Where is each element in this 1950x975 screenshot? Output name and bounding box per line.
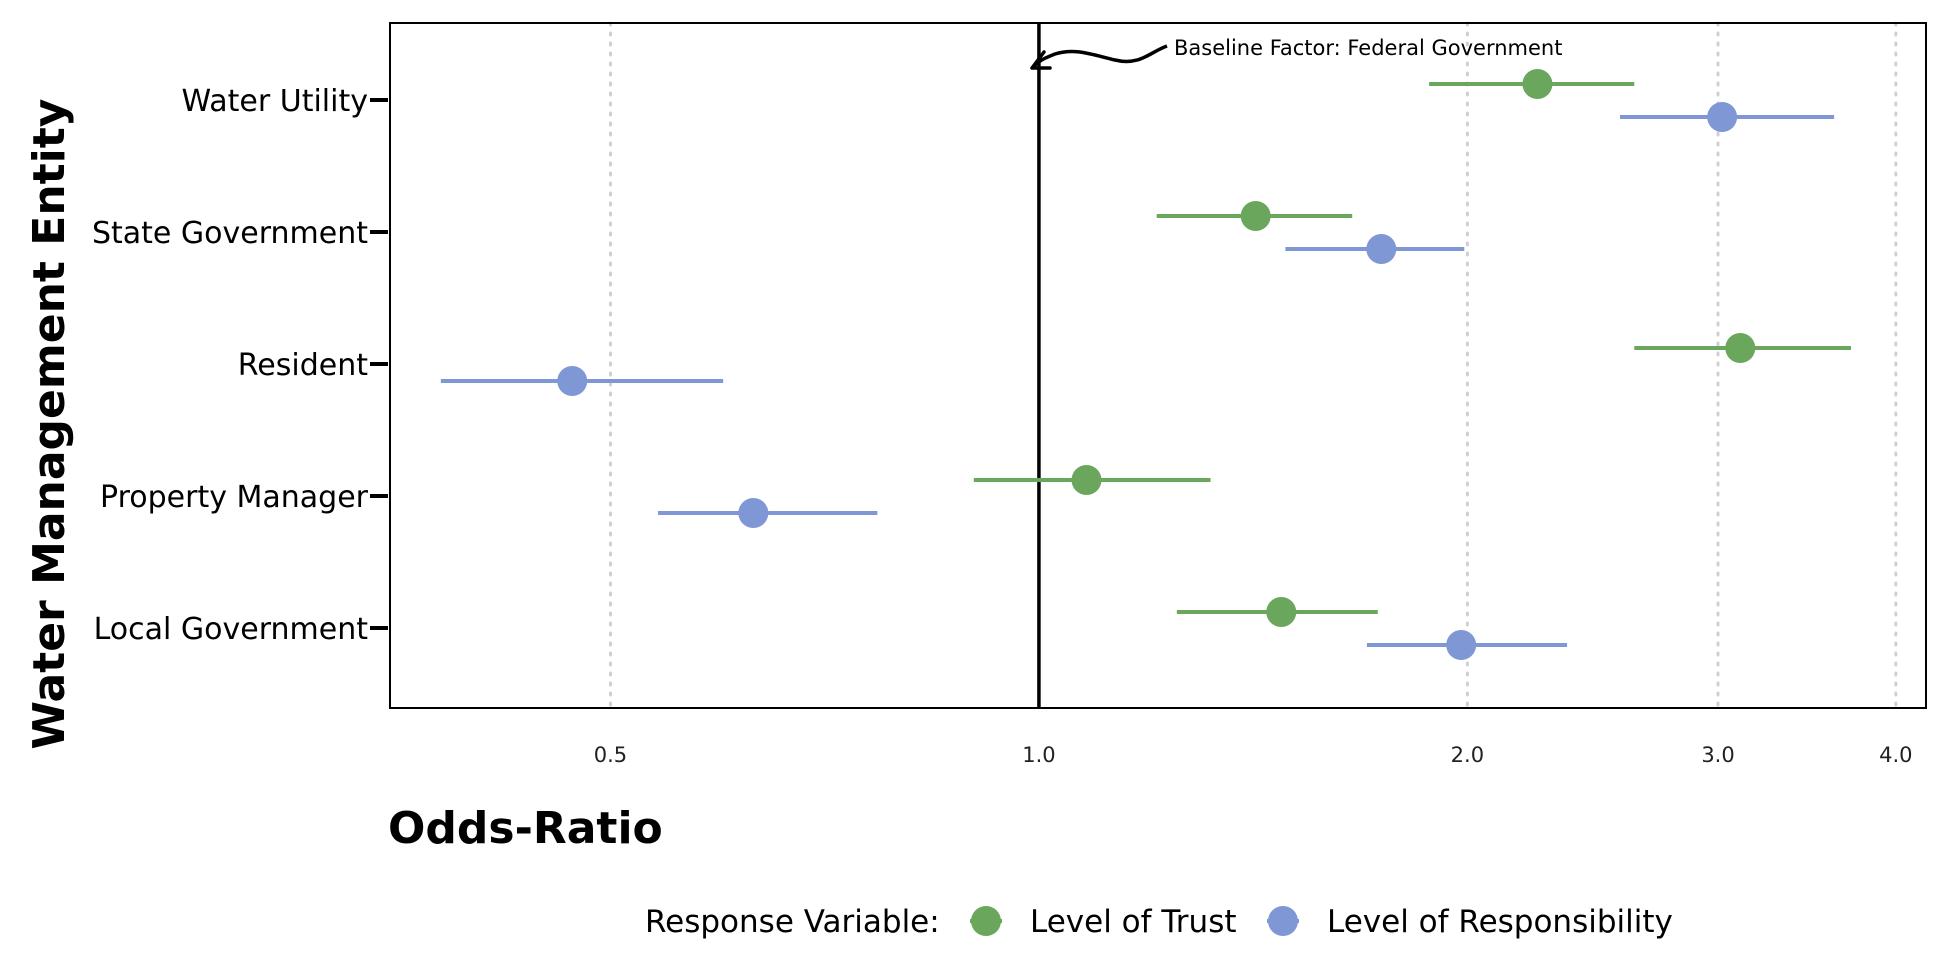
data-series <box>440 69 1851 660</box>
legend-key-dot-responsibility <box>1268 906 1298 936</box>
data-point <box>1071 465 1102 495</box>
annotation-label: Baseline Factor: Federal Government <box>1174 36 1562 60</box>
data-point <box>1522 69 1553 99</box>
data-point <box>1366 234 1397 264</box>
data-point <box>1240 201 1271 231</box>
x-axis: 0.5 1.0 2.0 3.0 4.0 <box>594 743 1913 767</box>
plot-panel-border <box>389 22 1927 709</box>
y-tick-label: Resident <box>238 348 368 383</box>
y-axis: Water Utility State Government Resident Pro… <box>92 84 388 647</box>
y-tick-label: Water Utility <box>182 84 368 119</box>
legend-label-trust: Level of Trust <box>1030 904 1237 940</box>
series-1 <box>440 102 1835 660</box>
legend-title: Response Variable: <box>645 904 940 940</box>
data-point <box>1446 630 1477 660</box>
y-tick-label: Property Manager <box>100 480 369 515</box>
annotation-arrow <box>1032 44 1168 68</box>
legend: Response Variable: Level of Trust Level … <box>645 904 1673 940</box>
x-tick-label: 3.0 <box>1701 743 1734 767</box>
x-axis-title: Odds-Ratio <box>388 803 663 854</box>
y-tick-label: Local Government <box>94 612 369 647</box>
x-tick-label: 2.0 <box>1451 743 1484 767</box>
legend-item-responsibility: Level of Responsibility <box>1267 904 1673 940</box>
x-tick-label: 1.0 <box>1022 743 1055 767</box>
data-point <box>1266 597 1297 627</box>
legend-key-dot-trust <box>971 906 1001 936</box>
y-tick-label: State Government <box>92 216 368 251</box>
legend-label-responsibility: Level of Responsibility <box>1327 904 1673 940</box>
x-tick-label: 4.0 <box>1879 743 1912 767</box>
series-0 <box>973 69 1851 627</box>
y-axis-title: Water Management Entity <box>24 99 75 750</box>
x-tick-label: 0.5 <box>594 743 627 767</box>
legend-item-trust: Level of Trust <box>970 904 1237 940</box>
data-point <box>738 498 769 528</box>
data-point <box>557 366 588 396</box>
baseline-annotation: Baseline Factor: Federal Government <box>1030 36 1562 70</box>
data-point <box>1725 333 1756 363</box>
data-point <box>1707 102 1738 132</box>
grid-lines <box>608 21 1898 710</box>
annotation-arrowhead <box>1030 50 1052 70</box>
